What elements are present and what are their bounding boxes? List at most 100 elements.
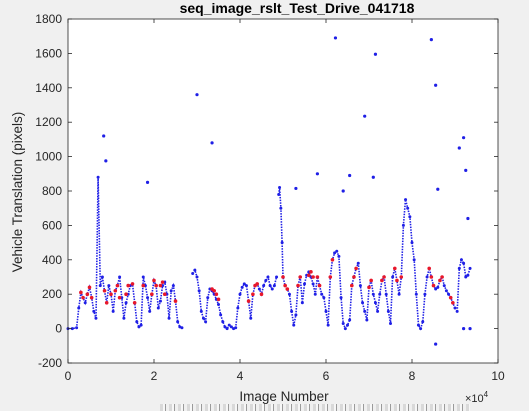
series-smoothed-point xyxy=(115,283,120,288)
y-tick-label: 1800 xyxy=(35,12,62,26)
series-primary-point xyxy=(272,284,276,288)
y-tick-label: -200 xyxy=(38,356,62,370)
x-tick-label: 2 xyxy=(151,369,158,383)
series-smoothed-point xyxy=(367,285,371,290)
series-primary-point xyxy=(290,309,294,313)
chart-ticks: 0 2 4 6 8 10-20002004006008001000120014001600… xyxy=(35,12,505,383)
series-smoothed-point xyxy=(283,283,287,288)
series-smoothed-point xyxy=(251,292,255,297)
x-exponent-label: ×104 xyxy=(465,390,489,404)
series-smoothed-point xyxy=(132,301,137,305)
series-smoothed-point xyxy=(369,278,373,283)
series-primary-point xyxy=(361,301,365,305)
series-primary-point xyxy=(257,287,261,291)
series-primary-point xyxy=(236,306,240,310)
outlier-point xyxy=(373,52,378,56)
series-primary-point xyxy=(434,287,438,291)
series-primary-point xyxy=(280,241,284,245)
series-smoothed-point xyxy=(395,278,399,283)
series-smoothed-point xyxy=(102,288,107,293)
series-primary-point xyxy=(167,316,171,320)
series-smoothed-point xyxy=(255,282,259,286)
series-primary-point xyxy=(262,284,266,288)
series-primary-point xyxy=(266,275,270,279)
series-smoothed-point xyxy=(315,275,320,279)
outlier-point xyxy=(341,189,345,193)
series-smoothed-point xyxy=(382,275,386,279)
series-primary-point xyxy=(118,275,122,279)
series-primary-point xyxy=(442,284,446,288)
outlier-point xyxy=(466,216,470,221)
series-smoothed-point xyxy=(81,295,85,300)
outlier-point xyxy=(104,159,108,163)
series-primary-point xyxy=(171,284,175,288)
series-primary-point xyxy=(412,258,416,262)
series-primary-point xyxy=(77,306,81,310)
series-primary-point xyxy=(444,289,448,293)
x-axis-label: Image Number xyxy=(239,389,329,404)
outlier-point xyxy=(145,180,150,184)
series-primary-point xyxy=(378,292,382,296)
series-primary-point xyxy=(193,268,197,272)
series-smoothed-point xyxy=(89,295,94,300)
y-axis-label: Vehicle Translation (pixels) xyxy=(10,112,25,273)
series-primary-point xyxy=(414,292,418,296)
x-exponent-base: ×10 xyxy=(465,393,484,404)
outlier-point xyxy=(371,175,375,179)
series-smoothed-point xyxy=(104,301,109,305)
outlier-point xyxy=(348,173,352,178)
series-smoothed-point xyxy=(311,275,315,279)
series-primary-point xyxy=(436,285,440,289)
series-primary-point xyxy=(158,299,162,303)
outlier-point xyxy=(462,136,466,140)
series-primary-point xyxy=(447,292,451,296)
series-primary-point xyxy=(313,292,317,296)
series-primary-point xyxy=(94,316,98,320)
series-primary-point xyxy=(320,292,324,296)
outlier-point xyxy=(436,187,440,191)
outlier-point xyxy=(363,114,367,118)
series-primary-point xyxy=(275,275,279,279)
series-primary-point xyxy=(268,284,272,288)
series-smoothed-point xyxy=(281,275,285,279)
series-smoothed-point xyxy=(354,266,358,271)
series-primary-point xyxy=(311,282,315,286)
series-smoothed-point xyxy=(317,283,322,288)
series-smoothed-point xyxy=(429,275,434,279)
series-primary-point xyxy=(70,327,74,331)
series-smoothed-point xyxy=(259,292,264,297)
series-primary-line xyxy=(192,268,278,330)
y-tick-label: 400 xyxy=(42,253,62,267)
series-smoothed-point xyxy=(448,295,453,300)
y-tick-label: 800 xyxy=(42,184,62,198)
series-primary-point xyxy=(176,320,180,324)
series-primary-point xyxy=(219,313,223,317)
series-primary-point xyxy=(229,325,233,329)
outlier-point xyxy=(210,141,214,145)
series-primary-point xyxy=(468,266,472,270)
series-smoothed-point xyxy=(154,283,158,288)
series-primary-point xyxy=(466,273,470,277)
series-primary-point xyxy=(292,323,296,327)
outlier-point xyxy=(333,36,338,40)
series-primary-point xyxy=(416,323,420,327)
series-primary-point xyxy=(341,321,345,325)
series-smoothed-point xyxy=(350,283,354,288)
series-primary-point xyxy=(122,316,126,320)
y-tick-label: 0 xyxy=(55,322,62,336)
outlier-point xyxy=(468,327,472,331)
outlier-point xyxy=(315,172,319,176)
series-smoothed-point xyxy=(380,278,384,283)
y-tick-label: 1600 xyxy=(35,46,62,60)
series-smoothed-point xyxy=(330,258,335,262)
series-primary-point xyxy=(244,284,248,288)
series-smoothed-point xyxy=(427,266,432,271)
series-smoothed-point xyxy=(307,273,311,278)
series-smoothed-point xyxy=(124,292,128,297)
series-smoothed-point xyxy=(212,288,216,293)
series-smoothed-point xyxy=(85,292,90,297)
series-primary-point xyxy=(124,301,128,305)
series-primary-point xyxy=(96,175,100,179)
series-primary-point xyxy=(201,316,205,320)
